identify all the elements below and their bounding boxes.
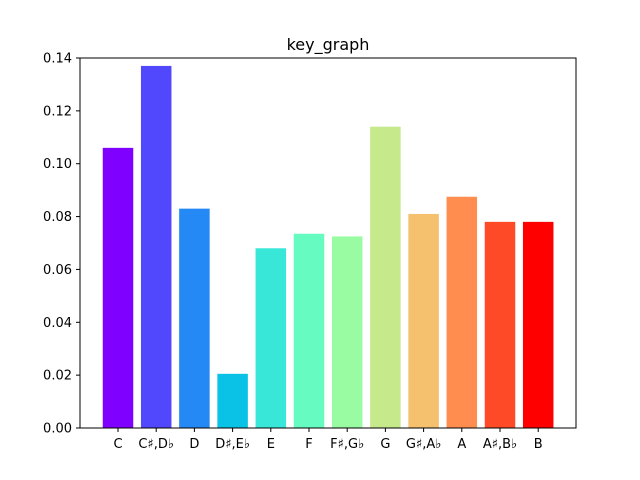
bar-8 bbox=[408, 213, 439, 428]
x-axis: C C♯,D♭ D D♯,E♭ E F F♯,G♭ G G♯,A♭ A A♯,B♭ B bbox=[113, 428, 543, 452]
x-tick-label: A bbox=[457, 437, 466, 452]
y-tick-label: 0.08 bbox=[43, 210, 72, 225]
bar-2 bbox=[179, 208, 210, 428]
bar-4 bbox=[255, 248, 287, 428]
chart-title: key_graph bbox=[287, 35, 370, 55]
bar-1 bbox=[140, 65, 172, 429]
x-tick-label: A♯,B♭ bbox=[483, 437, 517, 452]
y-tick-label: 0.00 bbox=[43, 422, 72, 437]
x-tick-label: C♯,D♭ bbox=[138, 437, 174, 452]
y-tick-label: 0.10 bbox=[43, 157, 72, 172]
y-tick-label: 0.14 bbox=[43, 52, 72, 67]
y-tick-label: 0.02 bbox=[43, 369, 72, 384]
bars-group bbox=[102, 65, 554, 429]
y-tick-label: 0.12 bbox=[43, 104, 72, 119]
x-tick-label: G bbox=[380, 437, 390, 452]
bar-10 bbox=[484, 221, 516, 428]
x-tick-label: G♯,A♭ bbox=[406, 437, 442, 452]
x-tick-label: D♯,E♭ bbox=[215, 437, 250, 452]
bar-7 bbox=[370, 126, 401, 429]
x-tick-label: B bbox=[534, 437, 543, 452]
bar-5 bbox=[293, 233, 325, 428]
x-tick-label: F♯,G♭ bbox=[330, 437, 364, 452]
y-tick-label: 0.06 bbox=[43, 263, 72, 278]
bar-11 bbox=[522, 221, 554, 428]
x-tick-label: C bbox=[113, 437, 122, 452]
x-tick-label: D bbox=[189, 437, 199, 452]
x-tick-label: F bbox=[305, 437, 312, 452]
y-tick-label: 0.04 bbox=[43, 316, 72, 331]
y-axis: 0.00 0.02 0.04 0.06 0.08 0.10 0.12 0.14 bbox=[43, 52, 80, 437]
bar-3 bbox=[217, 373, 248, 428]
bar-0 bbox=[102, 147, 134, 429]
bar-6 bbox=[331, 236, 363, 428]
bar-9 bbox=[446, 196, 478, 428]
plot-frame bbox=[79, 57, 577, 429]
x-tick-label: E bbox=[267, 437, 275, 452]
